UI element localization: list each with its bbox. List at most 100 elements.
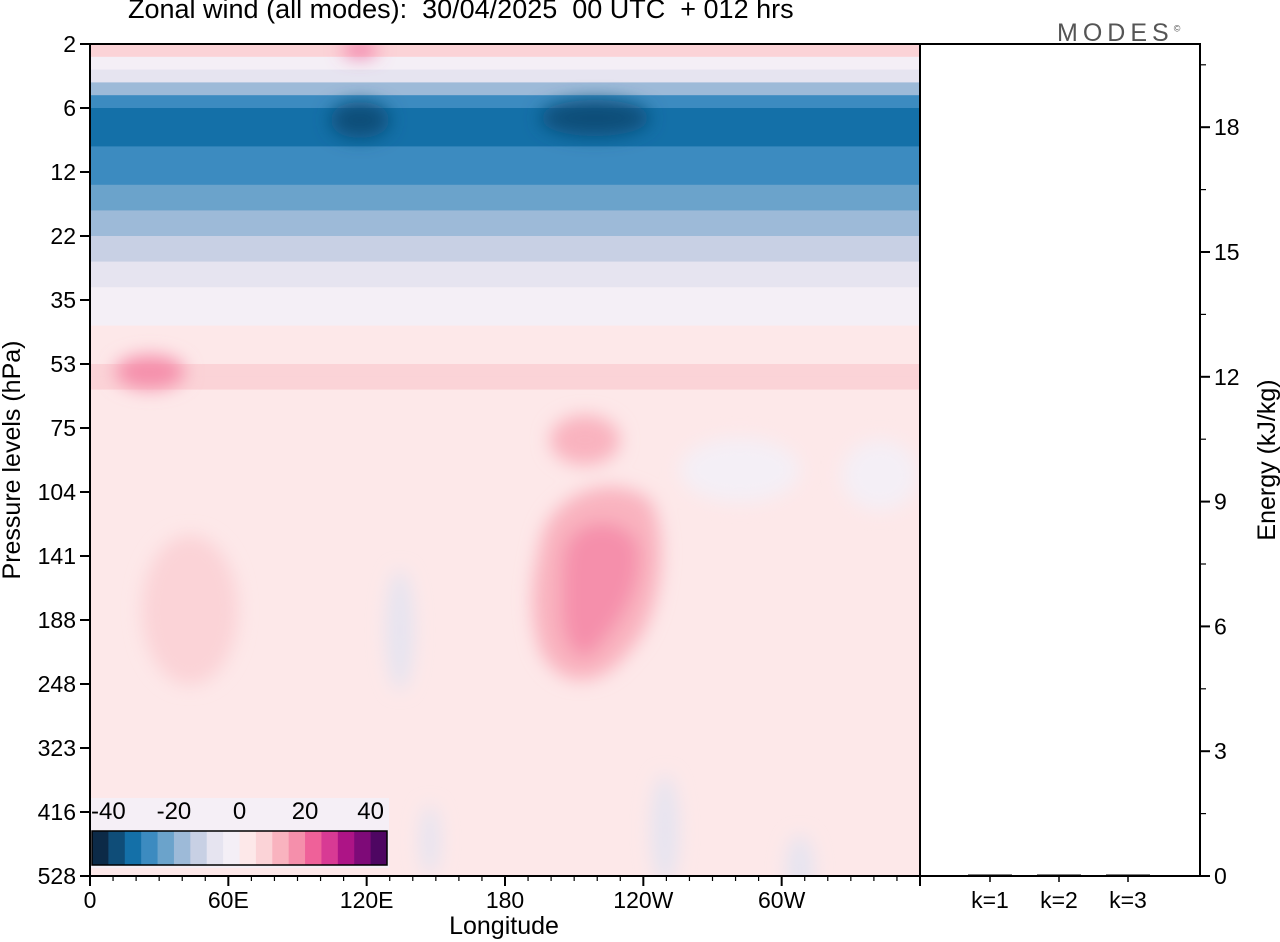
anomaly-patch: [561, 523, 640, 656]
modes-logo: MODES©: [1057, 19, 1180, 48]
wind-band: [90, 760, 920, 775]
wind-band: [90, 428, 920, 442]
colorbar: -40 -20 0 20 40: [90, 798, 389, 868]
y-tick-label: 416: [38, 799, 76, 825]
x-tick-label: 60W: [758, 887, 806, 913]
colorbar-label: -20: [157, 798, 192, 825]
pressure-axis: 2 6 12 22 35 53 75 104 141 188 248 323 416 528: [38, 31, 90, 889]
y-tick-label: 22: [50, 223, 76, 249]
energy-tick-label: 15: [1214, 239, 1240, 265]
wind-band: [90, 402, 920, 417]
wind-band: [90, 504, 920, 519]
wind-band: [90, 517, 920, 532]
colorbar-label: -40: [91, 798, 126, 825]
wind-band: [90, 671, 920, 685]
wind-band: [90, 287, 920, 301]
wind-band: [90, 325, 920, 340]
y-tick-label: 104: [38, 479, 77, 505]
y-tick-label: 323: [38, 735, 76, 761]
colorbar-swatch: [124, 831, 142, 865]
wind-band: [90, 120, 920, 135]
anomaly-patch: [651, 775, 679, 876]
anomaly-patch: [842, 440, 918, 510]
wind-band: [90, 312, 920, 327]
energy-tick-label: 18: [1214, 114, 1240, 140]
colorbar-swatch: [173, 831, 191, 865]
y-axis-label: Pressure levels (hPa): [0, 341, 26, 580]
x-tick-label: 0: [84, 887, 97, 913]
anomaly-patch: [786, 835, 814, 876]
y-tick-label: 12: [50, 159, 76, 185]
anomaly-patch: [680, 438, 800, 502]
wind-band: [90, 197, 920, 212]
wind-band: [90, 684, 920, 698]
energy-bar: [1106, 874, 1150, 876]
colorbar-swatch: [370, 831, 388, 865]
x-axis-label: Longitude: [449, 912, 559, 940]
wind-band: [90, 645, 920, 660]
colorbar-swatch: [190, 831, 208, 865]
wind-band: [90, 56, 920, 71]
y-tick-label: 6: [63, 95, 76, 121]
y-tick-label: 35: [50, 287, 76, 313]
anomaly-patch: [386, 570, 414, 690]
colorbar-swatch: [354, 831, 372, 865]
wind-anomalies: [115, 44, 918, 876]
energy-bar: [1037, 874, 1081, 876]
wind-band: [90, 223, 920, 237]
wind-band: [90, 556, 920, 570]
colorbar-swatch: [92, 831, 109, 865]
wind-band: [90, 492, 920, 506]
wind-band: [90, 696, 920, 711]
wind-band: [90, 44, 920, 58]
colorbar-swatch: [272, 831, 290, 865]
colorbar-swatch: [288, 831, 306, 865]
wind-band: [90, 300, 920, 314]
wind-band: [90, 440, 920, 455]
wind-band: [90, 133, 920, 148]
energy-bar-label: k=3: [1109, 887, 1147, 913]
anomaly-patch: [115, 355, 185, 389]
anomaly-patch: [540, 100, 650, 136]
colorbar-label: 40: [357, 798, 384, 825]
wind-band: [90, 69, 920, 84]
wind-band: [90, 351, 920, 365]
wind-band: [90, 607, 920, 621]
y-tick-label: 141: [38, 543, 76, 569]
wind-band: [90, 274, 920, 289]
energy-axis: 0 3 6 9 12 15 18: [1200, 64, 1240, 889]
colorbar-swatch: [255, 831, 273, 865]
wind-band: [90, 530, 920, 545]
anomaly-patch: [550, 415, 620, 465]
x-tick-label: 60E: [208, 887, 249, 913]
longitude-axis: 0 60E 120E 180 120W 60W: [84, 876, 921, 913]
colorbar-swatch: [321, 831, 339, 865]
wind-band: [90, 773, 920, 788]
energy-tick-label: 12: [1214, 364, 1240, 390]
colorbar-swatch: [239, 831, 257, 865]
wind-band: [90, 594, 920, 609]
wind-band: [90, 658, 920, 673]
wind-band: [90, 172, 920, 186]
wind-band: [90, 159, 920, 173]
energy-tick-label: 3: [1214, 738, 1227, 764]
wind-band: [90, 620, 920, 634]
energy-bar: [968, 874, 1012, 876]
wind-band: [90, 210, 920, 225]
wind-band: [90, 632, 920, 647]
wind-band: [90, 184, 920, 199]
wind-band: [90, 364, 920, 378]
wind-band: [90, 108, 920, 122]
energy-bar-label: k=2: [1040, 887, 1078, 913]
wind-band: [90, 735, 920, 749]
wind-band: [90, 261, 920, 276]
wind-band: [90, 248, 920, 263]
energy-panel-frame: [919, 43, 1201, 877]
colorbar-swatch: [157, 831, 175, 865]
wind-band: [90, 146, 920, 161]
anomaly-patch: [342, 44, 378, 56]
colorbar-label: 20: [292, 798, 319, 825]
energy-axis-label: Energy (kJ/kg): [1253, 379, 1280, 540]
colorbar-swatch: [141, 831, 159, 865]
y-tick-label: 75: [50, 415, 76, 441]
